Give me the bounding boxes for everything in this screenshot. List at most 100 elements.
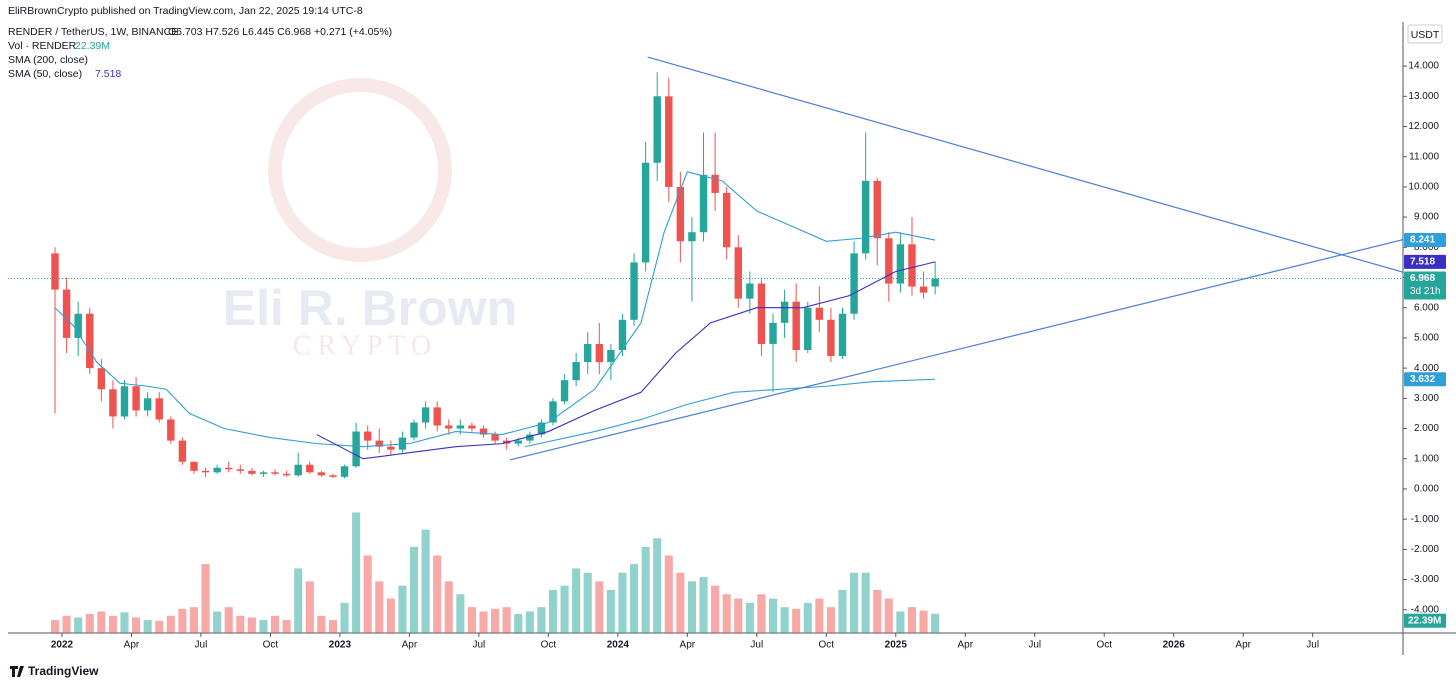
x-tick-label: Jul xyxy=(750,640,763,651)
watermark-text: CRYPTO xyxy=(293,330,437,361)
x-tick-label: Apr xyxy=(680,640,696,651)
candle-body xyxy=(456,425,465,429)
volume-bar xyxy=(108,615,117,633)
volume-bar xyxy=(317,615,326,633)
volume-bar xyxy=(340,602,349,633)
symbol: RENDER / TetherUS, 1W, BINANCE xyxy=(8,26,178,38)
candle-body xyxy=(74,313,82,338)
volume-bar xyxy=(270,615,280,633)
x-tick-label: 2023 xyxy=(329,640,352,651)
volume-bar xyxy=(62,615,71,633)
candle-body xyxy=(665,96,673,187)
x-tick-label: Apr xyxy=(1235,640,1251,651)
y-tick-label: 13.000 xyxy=(1408,91,1439,102)
volume-bar xyxy=(595,581,604,633)
candle-body xyxy=(908,244,916,287)
footer: TradingView xyxy=(28,664,99,678)
sma50-value: 7.518 xyxy=(95,68,121,80)
volume-bar xyxy=(352,512,361,633)
candle-body xyxy=(584,343,592,363)
trendline xyxy=(509,239,1403,461)
currency[interactable]: USDT xyxy=(1411,29,1440,41)
volume-bar xyxy=(479,611,488,633)
candle-body xyxy=(641,162,650,263)
candle-body xyxy=(190,461,198,471)
candle-body xyxy=(560,380,569,402)
y-tick-label: 0.000 xyxy=(1414,484,1439,495)
volume-bar xyxy=(826,607,835,633)
volume-bar xyxy=(711,585,720,633)
volume-bar xyxy=(687,581,697,633)
y-tick-label: 2.000 xyxy=(1414,423,1439,434)
candle-body xyxy=(363,431,372,441)
volume-bar xyxy=(606,589,615,633)
tv-logo xyxy=(10,666,24,677)
price-label: 7.518 xyxy=(1410,257,1435,268)
volume-bar xyxy=(120,612,129,633)
candle-body xyxy=(885,238,893,284)
candle-body xyxy=(514,440,522,444)
volume-bar xyxy=(375,581,384,633)
plot xyxy=(8,56,1403,633)
volume-bar xyxy=(433,555,442,633)
candle-body xyxy=(109,389,117,417)
candle-body xyxy=(294,464,302,476)
volume-bar xyxy=(398,585,407,633)
volume-bar xyxy=(757,594,766,633)
volume-bar xyxy=(572,568,581,633)
volume-bar xyxy=(178,608,187,633)
volume-bar xyxy=(734,598,743,633)
candle-body xyxy=(896,244,905,284)
volume-bar xyxy=(456,594,465,633)
candle-body xyxy=(479,428,488,435)
volume-bar xyxy=(548,589,558,633)
volume-bar xyxy=(155,620,164,633)
volume-label-box xyxy=(1404,613,1446,628)
volume-bar xyxy=(583,572,592,633)
candle-body xyxy=(213,467,221,473)
candle-body xyxy=(780,301,789,323)
volume-bar xyxy=(815,598,824,633)
volume-bar xyxy=(884,598,893,633)
candle-body xyxy=(873,180,881,239)
candle-body xyxy=(804,307,812,351)
volume-bar xyxy=(653,538,662,633)
volume-bar xyxy=(896,611,905,633)
moving-average xyxy=(525,378,936,448)
sma200-title: SMA (200, close) xyxy=(8,54,88,66)
candle-body xyxy=(248,470,256,474)
x-tick-label: Oct xyxy=(819,640,835,651)
volume-bar xyxy=(444,581,453,633)
candle-body xyxy=(282,473,291,476)
volume-bar xyxy=(328,620,338,633)
volume-bar xyxy=(803,602,812,633)
candle-body xyxy=(132,386,140,411)
y-tick-label: 11.000 xyxy=(1409,151,1439,162)
volume-bar xyxy=(421,529,430,633)
x-tick-label: Oct xyxy=(263,640,279,651)
currency-box[interactable] xyxy=(1407,24,1443,44)
candle-body xyxy=(526,434,534,441)
volume-bar xyxy=(409,546,419,633)
candle-body xyxy=(734,247,742,299)
y-tick-label: 1.000 xyxy=(1414,453,1439,464)
volume-bar xyxy=(641,546,650,633)
volume-bar xyxy=(50,620,60,633)
y-tick-label: -4.000 xyxy=(1411,604,1440,615)
candle-body xyxy=(86,313,94,369)
volume-bar xyxy=(166,615,175,633)
volume-bar xyxy=(722,594,731,633)
volume-bar xyxy=(132,617,141,633)
volume-bar xyxy=(85,614,94,633)
x-tick-label: Jul xyxy=(1028,640,1041,651)
y-tick-label: -1.000 xyxy=(1411,514,1440,525)
candle-body xyxy=(769,322,777,344)
y-tick-label: 12.000 xyxy=(1408,121,1439,132)
volume-bar xyxy=(189,607,199,633)
candle-body xyxy=(688,232,696,242)
candle-body xyxy=(62,289,71,338)
watermark-text: Eli R. Brown xyxy=(223,280,517,336)
price-label-box xyxy=(1404,271,1446,300)
volume-bar xyxy=(467,607,476,633)
candle-body xyxy=(572,362,580,381)
